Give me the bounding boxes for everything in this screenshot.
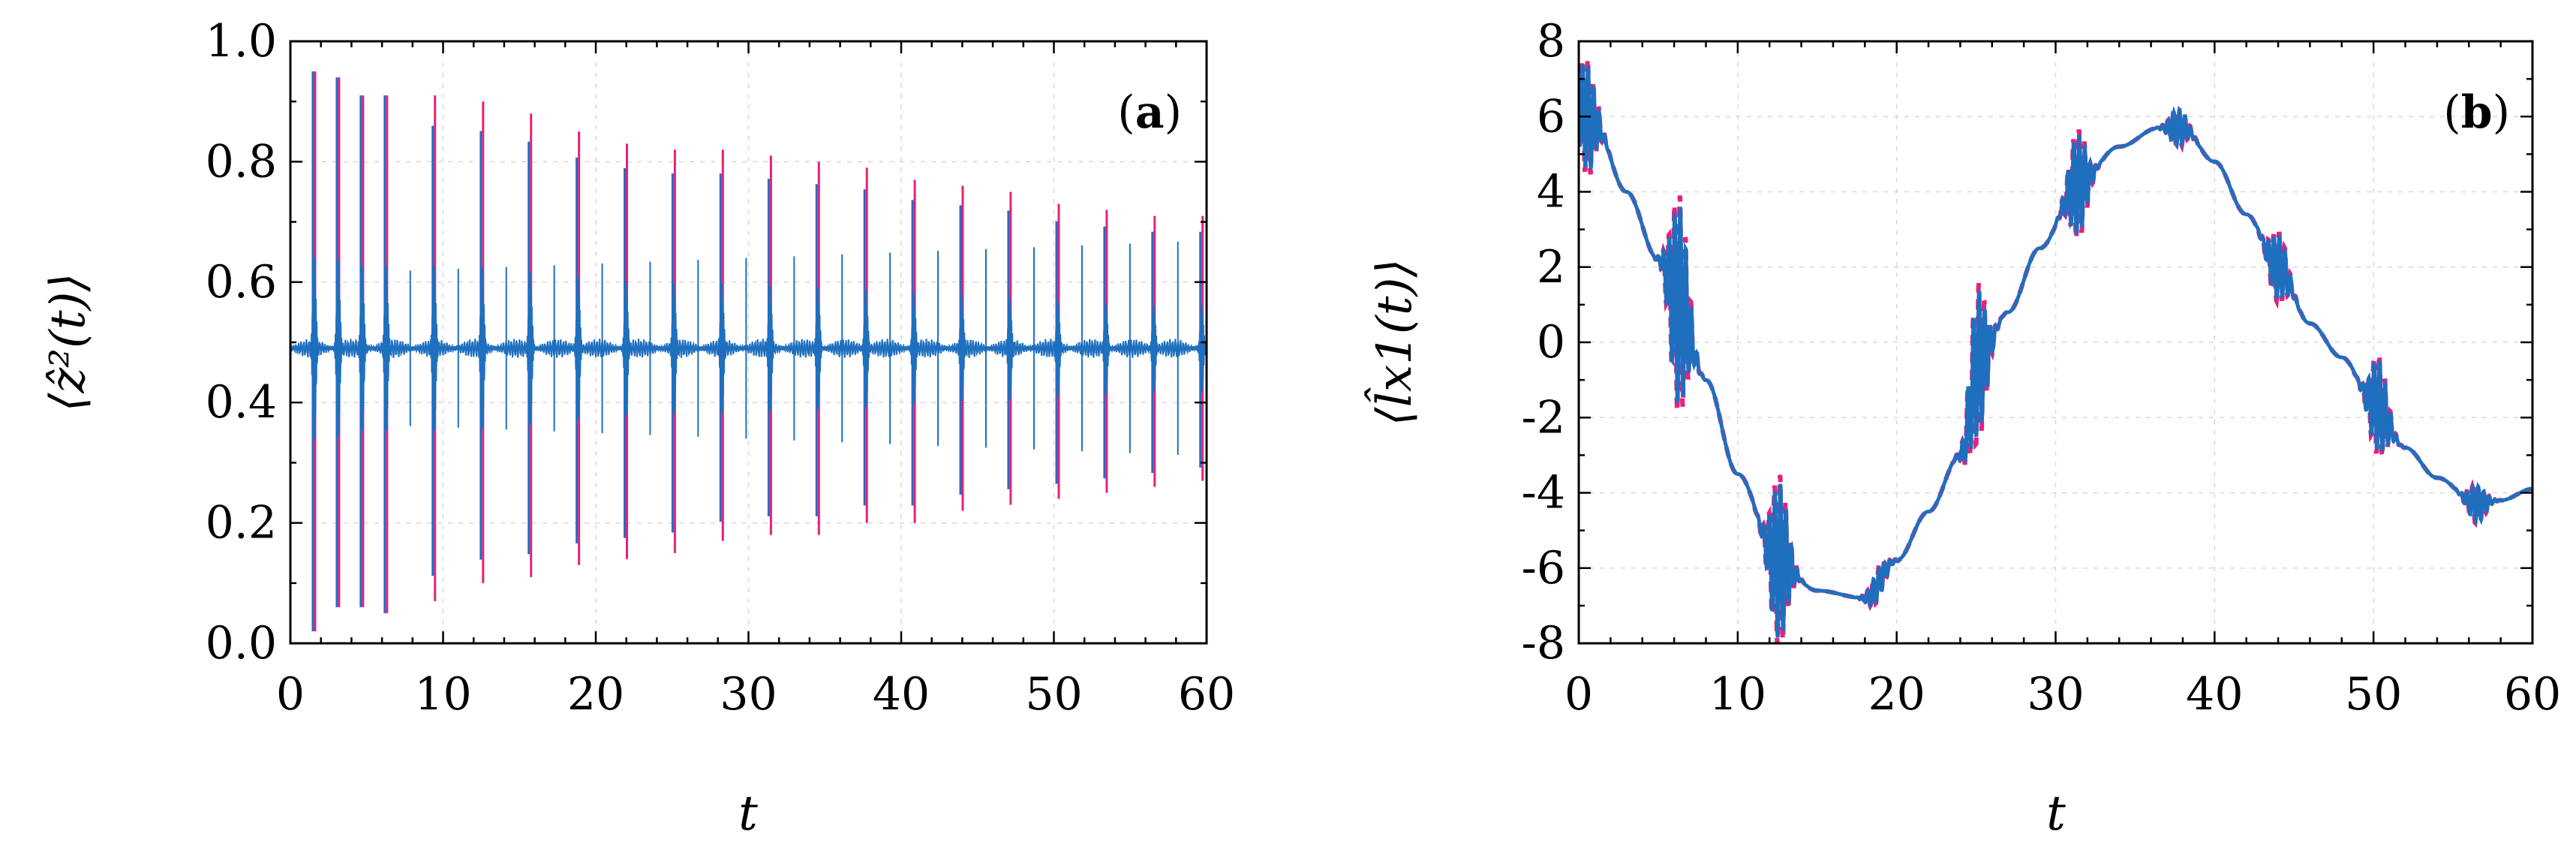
data-series-b (1579, 59, 2532, 643)
revival-oscillation (956, 295, 968, 402)
y-tick-label: 0.2 (206, 497, 277, 549)
x-tick-label: 60 (2504, 668, 2561, 721)
y-tick-labels-a: 0.0 0.2 0.4 0.6 0.8 1.0 (206, 15, 277, 670)
y-tick-label: -4 (1522, 467, 1565, 519)
revival-oscillation (1004, 297, 1016, 399)
y-tick-label: 0.6 (206, 256, 277, 309)
y-tick-label: 1.0 (206, 15, 277, 68)
revival-oscillation (332, 260, 344, 437)
revival-oscillation (572, 278, 585, 419)
revival-oscillation (476, 268, 488, 429)
x-tick-label: 50 (2345, 668, 2402, 721)
x-tick-label: 10 (414, 668, 471, 721)
x-tick-label: 60 (1178, 668, 1235, 721)
revival-oscillation (308, 258, 320, 438)
y-tick-label: 2 (1537, 241, 1565, 294)
chart-panel-b: 0 10 20 30 40 50 60 -8 -6 -4 -2 0 2 4 6 8 (b) t ⟨l̂x1(… (1365, 15, 2561, 841)
y-tick-label: 8 (1537, 15, 1565, 68)
x-tick-labels-b: 0 10 20 30 40 50 60 (1565, 668, 2561, 721)
panel-label-b: (b) (2443, 86, 2510, 139)
data-series-a (290, 71, 1207, 631)
revival-oscillation (1196, 305, 1207, 392)
y-tick-label: -6 (1522, 542, 1565, 595)
x-tick-label: 20 (1868, 668, 1925, 721)
revival-oscillation (428, 266, 440, 431)
ticks-b (1577, 40, 2534, 645)
revival-oscillation (1052, 301, 1064, 396)
y-axis-label-a: ⟨ẑ²(t)⟩ (41, 273, 96, 412)
revival-oscillation (1100, 303, 1112, 393)
y-tick-label: 0.4 (206, 376, 277, 429)
revival-oscillation (380, 266, 392, 431)
x-tick-label: 20 (567, 668, 624, 721)
series-line-blue (1579, 64, 2532, 638)
x-tick-labels-a: 0 10 20 30 40 50 60 (276, 668, 1235, 721)
data-clip-a (290, 71, 1207, 631)
panel-label-a: (a) (1117, 86, 1182, 139)
panel-letter-b: b (2461, 86, 2493, 139)
x-tick-label: 0 (276, 668, 305, 721)
revival-oscillation (860, 289, 872, 408)
x-axis-label-a: t (738, 786, 758, 841)
baseline-jitter (290, 339, 1207, 358)
x-tick-label: 10 (1709, 668, 1766, 721)
y-tick-label: -2 (1522, 391, 1565, 444)
revival-oscillation (524, 272, 537, 425)
grid-b (1579, 41, 2532, 643)
x-axis-label-b: t (2046, 786, 2066, 841)
x-tick-label: 40 (2186, 668, 2243, 721)
ticks-a (289, 40, 1208, 645)
revival-oscillation (668, 284, 681, 414)
y-tick-label: 0.8 (206, 135, 277, 188)
y-axis-label-b: ⟨l̂x1(t)⟩ (1365, 259, 1423, 426)
revival-oscillation (716, 284, 728, 414)
y-tick-label: 0.0 (206, 617, 277, 670)
x-tick-label: 30 (720, 668, 777, 721)
y-tick-label: 0 (1537, 316, 1565, 369)
x-tick-label: 50 (1025, 668, 1082, 721)
x-tick-label: 0 (1565, 668, 1593, 721)
panel-letter-a: a (1135, 86, 1165, 139)
data-clip-b (1579, 59, 2532, 643)
revival-oscillation (1148, 305, 1160, 392)
y-tick-labels-b: -8 -6 -4 -2 0 2 4 6 8 (1522, 15, 1565, 670)
revival-oscillation (908, 294, 920, 403)
revival-oscillation (620, 281, 633, 415)
revival-oscillation (356, 266, 368, 431)
x-tick-label: 30 (2027, 668, 2084, 721)
y-tick-label: -8 (1522, 617, 1565, 670)
revival-oscillation (764, 285, 777, 411)
y-tick-label: 4 (1537, 166, 1565, 218)
chart-panel-a: 0 10 20 30 40 50 60 0.0 0.2 0.4 0.6 0.8 1.0 (a) t ⟨… (41, 15, 1235, 841)
revival-oscillation (812, 288, 824, 409)
y-tick-label: 6 (1537, 90, 1565, 143)
x-tick-label: 40 (873, 668, 930, 721)
